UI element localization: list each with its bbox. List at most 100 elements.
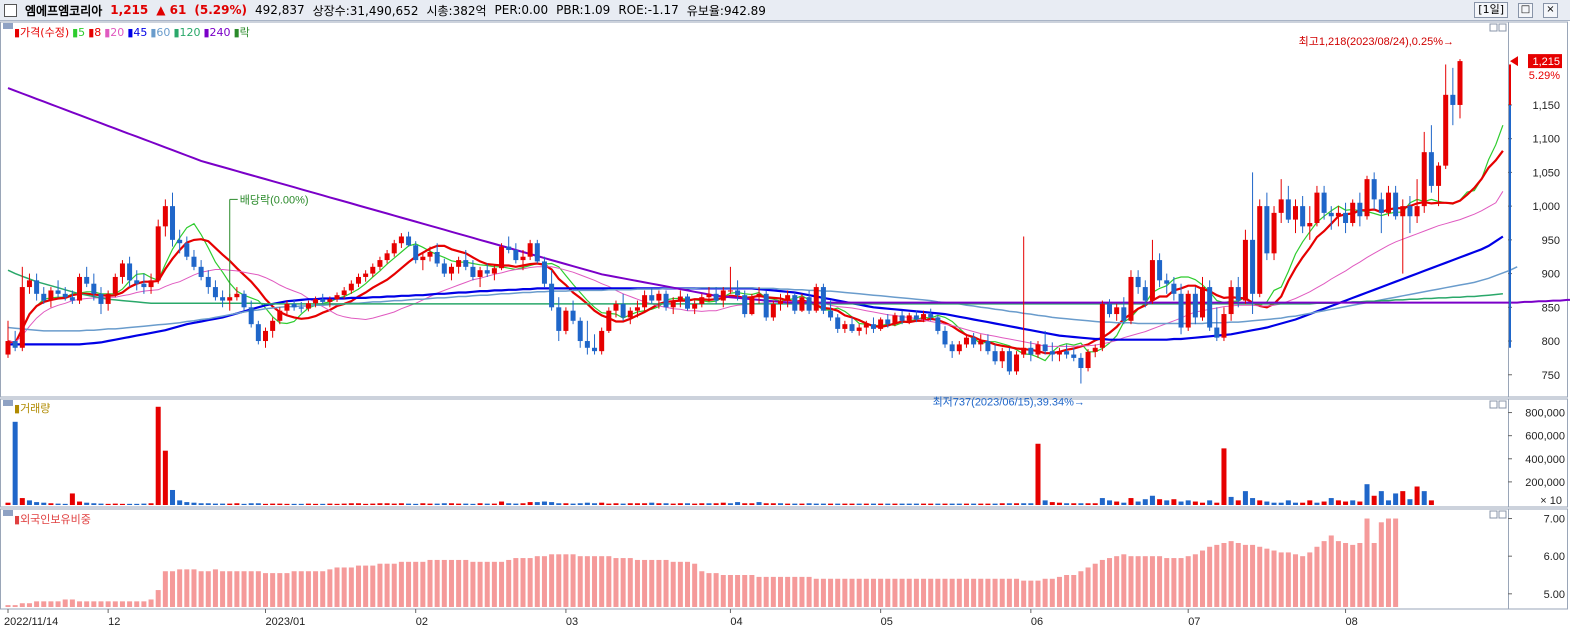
foreign-ratio-bar — [248, 571, 254, 607]
foreign-ratio-bar — [985, 578, 991, 607]
close-icon[interactable]: × — [1543, 2, 1558, 18]
foreign-ratio-bar — [1343, 543, 1349, 607]
price-tick-label: 900 — [1542, 269, 1560, 281]
candle-body — [592, 347, 598, 352]
foreign-ratio-bar — [756, 576, 762, 607]
volume-bar — [842, 503, 848, 505]
volume-bar — [1321, 501, 1327, 505]
foreign-ratio-bar — [184, 569, 190, 607]
volume-bar — [992, 503, 998, 505]
volume-bar — [534, 502, 540, 505]
candle-body — [1321, 192, 1327, 213]
volume-pane-pane-icon — [3, 400, 13, 406]
candle-body — [205, 276, 211, 288]
candle-body — [663, 293, 669, 308]
foreign-ratio-bar — [1121, 554, 1127, 607]
volume-bar — [334, 503, 340, 505]
volume-bar — [713, 503, 719, 505]
foreign-ratio-bar — [162, 571, 168, 607]
candle-body — [806, 297, 812, 311]
candle-body — [549, 283, 555, 308]
candle-body — [391, 243, 397, 254]
legend-item: ▮120 — [173, 26, 201, 39]
candle-body — [420, 256, 426, 261]
foreign-ratio-bar — [1171, 558, 1177, 607]
foreign-ratio-bar — [491, 561, 497, 607]
volume-bar — [305, 503, 311, 505]
volume-bar — [26, 500, 32, 505]
volume-bar — [985, 503, 991, 505]
volume-bar — [341, 503, 347, 505]
candle-body — [963, 337, 969, 345]
candle-body — [749, 297, 755, 315]
period-selector[interactable]: [1일] — [1474, 2, 1508, 18]
foreign-ratio-bar — [1192, 554, 1198, 607]
volume-bar — [348, 503, 354, 505]
foreign-ratio-bar — [205, 571, 211, 607]
candle-body — [1242, 239, 1248, 301]
candle-body — [763, 293, 769, 318]
candle-body — [320, 299, 326, 302]
foreign-ratio-bar — [713, 573, 719, 607]
candle-body — [713, 293, 719, 301]
volume-bar — [491, 503, 497, 505]
foreign-ratio-bar — [1035, 580, 1041, 607]
foreign-ratio-bar — [406, 561, 412, 607]
maximize-icon[interactable]: □ — [1518, 2, 1533, 18]
candle-body — [1300, 206, 1306, 227]
candle-body — [348, 283, 354, 291]
candle-body — [1157, 260, 1163, 281]
candle-body — [1221, 314, 1227, 338]
foreign-ratio-bar — [1092, 563, 1098, 607]
candle-body — [62, 293, 68, 298]
volume-bar — [642, 503, 648, 505]
foreign-ratio-bar — [1285, 552, 1291, 607]
foreign-ratio-bar — [5, 605, 11, 607]
foreign-ratio-bar — [470, 561, 476, 607]
x-tick-label: 02 — [416, 616, 428, 628]
candle-body — [305, 303, 311, 309]
volume-bar — [1042, 500, 1048, 505]
foreign-ratio-bar — [913, 578, 919, 607]
foreign-ratio-bar — [370, 565, 376, 607]
volume-bar — [828, 503, 834, 505]
foreign-ratio-bar — [1328, 535, 1334, 607]
candle-body — [241, 293, 247, 308]
foreign-ratio-bar — [685, 561, 691, 607]
foreign-ratio-bar — [584, 556, 590, 607]
x-tick-label: 2023/01 — [265, 616, 305, 628]
candle-body — [828, 310, 834, 318]
volume-bar — [363, 503, 369, 505]
volume-bar — [813, 503, 819, 505]
volume-tick-label: 400,000 — [1525, 454, 1565, 466]
volume-bar — [863, 503, 869, 505]
foreign-ratio-bar — [434, 559, 440, 607]
select-checkbox[interactable] — [4, 3, 17, 17]
foreign-ratio-bar — [949, 578, 955, 607]
candle-body — [1378, 199, 1384, 213]
foreign-ratio-bar — [606, 556, 612, 607]
foreign-ratio-bar — [563, 554, 569, 607]
foreign-ratio-bar — [291, 571, 297, 607]
foreign-ratio-bar — [427, 559, 433, 607]
price-tick-label: 750 — [1542, 370, 1560, 382]
candle-body — [1014, 354, 1020, 372]
candle-body — [735, 290, 741, 296]
foreign-ratio-bar — [963, 578, 969, 607]
volume-bar — [978, 503, 984, 505]
volume-bar — [377, 503, 383, 505]
foreign-ratio-bar — [19, 603, 25, 607]
foreign-ratio-bar — [1071, 575, 1077, 607]
foreign-ratio-bar — [255, 571, 261, 607]
volume-bar — [913, 503, 919, 505]
volume-bar — [735, 502, 741, 505]
foreign-ratio-bar — [1357, 543, 1363, 607]
volume-bar — [1350, 500, 1356, 505]
foreign-ratio-bar — [441, 559, 447, 607]
listed-shares: 상장수:31,490,652 — [312, 3, 419, 18]
volume-bar — [1393, 493, 1399, 505]
foreign-ratio-bar — [348, 567, 354, 607]
volume-bar — [935, 503, 941, 505]
foreign-ratio-bar — [770, 576, 776, 607]
volume-bar — [1149, 495, 1155, 505]
